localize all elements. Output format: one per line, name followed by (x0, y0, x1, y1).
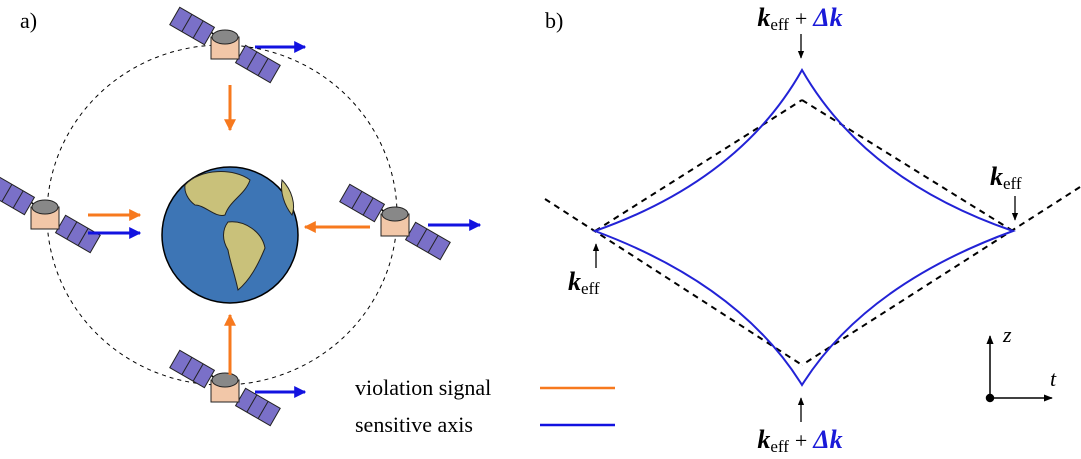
label-arrows (592, 34, 1019, 422)
axes (985, 335, 1053, 403)
k-label: keff (990, 162, 1022, 193)
plus: + (795, 428, 807, 453)
satellite (0, 176, 101, 254)
sub: eff (770, 437, 789, 456)
legend-label: sensitive axis (355, 412, 473, 437)
sensitive-curve (592, 67, 1016, 387)
legend-label: violation signal (355, 375, 491, 400)
axis-label: z (1002, 322, 1012, 347)
k-label: keff + Δk (757, 425, 842, 456)
delta: Δk (812, 425, 842, 454)
k-label: keff (568, 267, 600, 298)
satellite (169, 349, 281, 427)
satellite (169, 6, 281, 84)
sub: eff (1003, 174, 1022, 193)
plus: + (795, 6, 807, 31)
k: k (990, 162, 1003, 191)
axis-arrows (88, 41, 482, 398)
axis-label: t (1050, 366, 1057, 391)
panel-label: b) (545, 8, 563, 33)
sub: eff (770, 15, 789, 34)
delta: Δk (812, 3, 842, 32)
violation-arrows (88, 85, 370, 375)
panel-label: a) (20, 8, 37, 33)
satellite (339, 183, 451, 261)
k: k (757, 425, 770, 454)
k: k (568, 267, 581, 296)
dashed-diamond (544, 99, 1081, 366)
k: k (757, 3, 770, 32)
k-label: keff + Δk (757, 3, 842, 34)
sub: eff (581, 279, 600, 298)
earth (161, 166, 299, 304)
